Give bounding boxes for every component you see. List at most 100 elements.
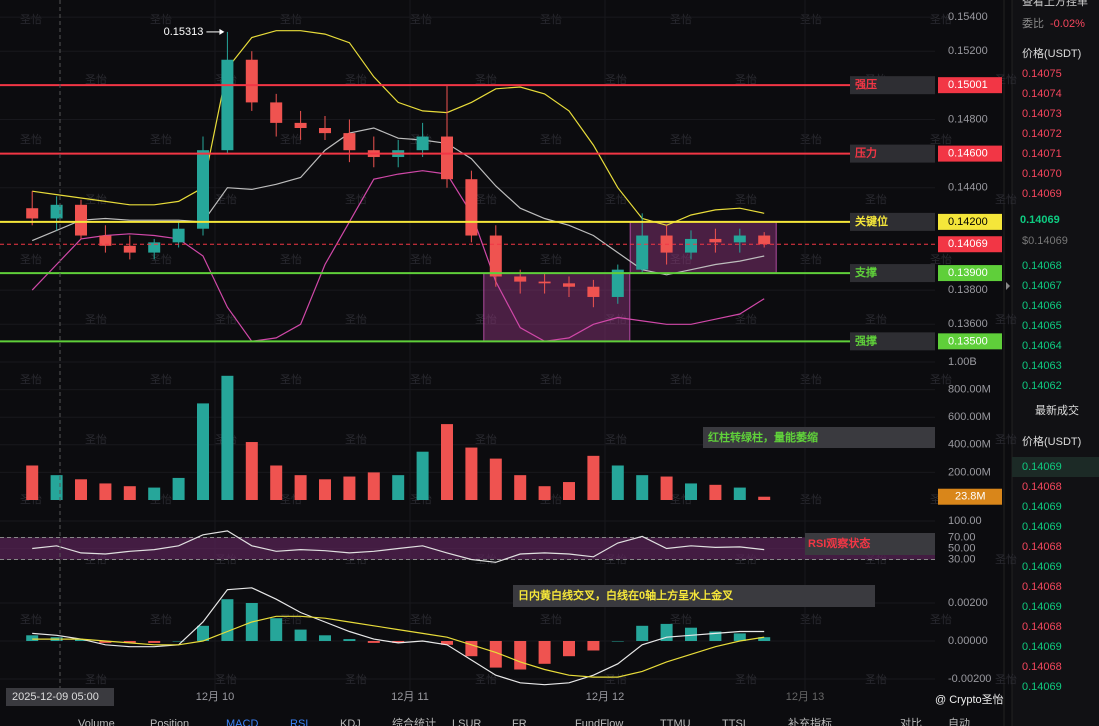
macd-bar <box>392 641 405 643</box>
indicator-tab[interactable]: 自动 <box>948 717 970 726</box>
y-tick-label: 1.00B <box>948 356 977 368</box>
watermark: 圣怡 <box>670 252 692 266</box>
bid-price[interactable]: 0.14068 <box>1022 260 1062 272</box>
y-tick-label: 70.00 <box>948 531 976 543</box>
ask-price[interactable]: 0.14074 <box>1022 88 1062 100</box>
watermark: 圣怡 <box>865 192 887 206</box>
rsi-line <box>32 530 765 563</box>
y-tick-label: 800.00M <box>948 384 991 396</box>
candle-body <box>416 136 429 151</box>
bid-price[interactable]: 0.14067 <box>1022 280 1062 292</box>
volume-bar <box>270 465 283 500</box>
level-name-box <box>850 264 935 283</box>
ask-price[interactable]: 0.14069 <box>1022 188 1062 200</box>
indicator-tab[interactable]: 综合统计 <box>392 716 436 726</box>
watermark: 圣怡 <box>280 12 302 26</box>
bid-price[interactable]: 0.14062 <box>1022 380 1062 392</box>
volume-bar <box>26 465 39 500</box>
candle-body <box>514 276 527 282</box>
trade-price: 0.14069 <box>1022 521 1062 533</box>
x-tick-label: 12月 12 <box>586 691 625 703</box>
volume-bar <box>99 483 112 500</box>
candle-body <box>538 281 551 284</box>
indicator-tab[interactable]: Position <box>150 718 189 726</box>
macd-bar <box>514 641 527 670</box>
trades-header: 价格(USDT) <box>1022 434 1081 448</box>
indicator-tab[interactable]: FR <box>512 718 527 726</box>
indicator-tab[interactable]: 对比 <box>900 716 922 726</box>
ask-price[interactable]: 0.14075 <box>1022 68 1062 80</box>
volume-tag-label: 23.8M <box>955 491 986 503</box>
macd-bar <box>685 627 697 641</box>
ask-price[interactable]: 0.14070 <box>1022 168 1062 180</box>
indicator-tab[interactable]: 补充指标 <box>788 716 832 726</box>
candle-body <box>441 136 453 180</box>
bid-price[interactable]: 0.14063 <box>1022 360 1062 372</box>
high-label: 0.15313 <box>164 26 204 38</box>
macd-bar <box>343 639 356 641</box>
volume-bar <box>221 375 234 500</box>
watermark: 圣怡 <box>345 432 367 446</box>
macd-bar <box>709 631 722 641</box>
collapse-arrow[interactable] <box>1006 282 1010 290</box>
level-tag <box>938 145 1002 162</box>
volume-bar <box>489 458 502 500</box>
watermark: 圣怡 <box>345 192 367 206</box>
ask-price[interactable]: 0.14071 <box>1022 148 1062 160</box>
bid-price[interactable]: 0.14066 <box>1022 300 1062 312</box>
bid-price[interactable]: 0.14064 <box>1022 340 1062 352</box>
indicator-tab[interactable]: MACD <box>226 718 258 726</box>
ratio-value: -0.02% <box>1050 18 1085 30</box>
candle-body <box>75 204 87 236</box>
watermark: 圣怡 <box>150 372 172 386</box>
watermark: 圣怡 <box>280 132 302 146</box>
annotation: 日内黄白线交叉，白线在0轴上方呈水上金叉 <box>518 588 734 602</box>
watermark: 圣怡 <box>605 192 627 206</box>
volume-bar <box>733 487 746 500</box>
indicator-tab[interactable]: LSUR <box>452 718 481 726</box>
watermark: 圣怡 <box>540 612 562 626</box>
bid-price[interactable]: 0.14065 <box>1022 320 1062 332</box>
volume-bar <box>123 486 136 500</box>
macd-bar <box>197 625 209 641</box>
trades-title[interactable]: 最新成交 <box>1035 403 1079 417</box>
last-price-usd: $0.14069 <box>1022 235 1068 247</box>
current-price-label: 0.14069 <box>948 238 988 250</box>
watermark: 圣怡 <box>345 312 367 326</box>
indicator-tab[interactable]: KDJ <box>340 718 361 726</box>
level-tag <box>938 77 1002 94</box>
y-tick-label: 0.15200 <box>948 45 988 57</box>
ask-price[interactable]: 0.14073 <box>1022 108 1062 120</box>
watermark: 圣怡 <box>670 12 692 26</box>
cursor-time: 2025-12-09 05:00 <box>12 691 99 703</box>
y-tick-label: 0.00200 <box>948 597 988 609</box>
watermark: 圣怡 <box>85 432 107 446</box>
watermark: 圣怡 <box>150 612 172 626</box>
watermark: 圣怡 <box>670 372 692 386</box>
volume-bar <box>611 465 624 500</box>
y-tick-label: 0.15400 <box>948 11 988 23</box>
indicator-tab[interactable]: FundFlow <box>575 718 623 726</box>
volume-bar <box>343 476 356 500</box>
indicator-tab[interactable]: Volume <box>78 718 115 726</box>
volume-bar <box>148 487 161 500</box>
macd-dif <box>32 587 765 686</box>
candle-body <box>611 269 624 297</box>
watermark: 圣怡 <box>410 372 432 386</box>
candle-body <box>26 208 39 219</box>
volume-bar <box>758 496 771 500</box>
candle-body <box>685 238 697 253</box>
watermark: 圣怡 <box>930 252 952 266</box>
watermark: 圣怡 <box>345 72 367 86</box>
y-tick-label: 50.00 <box>948 542 976 554</box>
indicator-tab[interactable]: RSI <box>290 718 308 726</box>
annotation-box <box>805 533 935 555</box>
ask-price[interactable]: 0.14072 <box>1022 128 1062 140</box>
watermark: 圣怡 <box>605 72 627 86</box>
volume-bar <box>538 486 551 500</box>
volume-bar <box>172 477 185 500</box>
indicator-tab[interactable]: TTSI <box>722 718 746 726</box>
indicator-tab[interactable]: TTMU <box>660 718 691 726</box>
volume-bar <box>514 475 527 500</box>
